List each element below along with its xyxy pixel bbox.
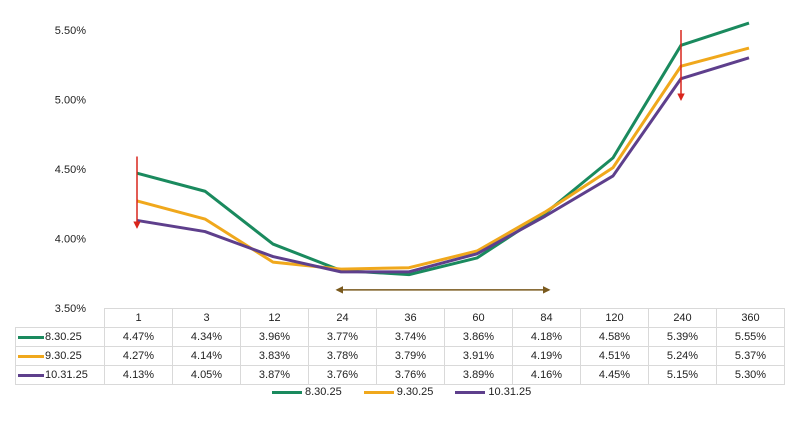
table-header-cell: 1	[104, 308, 173, 328]
table-row: 10.31.25 4.13% 4.05% 3.87% 3.76% 3.76% 3.89% 4.…	[15, 365, 785, 385]
table-cell: 4.45%	[580, 365, 649, 385]
series-swatch	[18, 335, 44, 339]
table-cell: 3.96%	[240, 327, 309, 347]
table-cell: 3.83%	[240, 346, 309, 366]
table-cell: 3.76%	[308, 365, 377, 385]
table-cell: 5.55%	[716, 327, 785, 347]
table-cell: 3.86%	[444, 327, 513, 347]
table-cell: 4.47%	[104, 327, 173, 347]
table-cell: 4.58%	[580, 327, 649, 347]
table-header-cell: 24	[308, 308, 377, 328]
series-name: 10.31.25	[45, 369, 88, 381]
legend-label: 10.31.25	[488, 386, 532, 398]
table-header-cell: 84	[512, 308, 581, 328]
table-cell: 4.34%	[172, 327, 241, 347]
legend-swatch	[272, 390, 302, 394]
table-cell: 3.87%	[240, 365, 309, 385]
y-tick-label: 5.00%	[55, 95, 86, 107]
table-header-cell: 360	[716, 308, 785, 328]
table-cell: 4.19%	[512, 346, 581, 366]
legend-item: 9.30.25	[363, 386, 434, 398]
table-cell: 3.74%	[376, 327, 445, 347]
y-tick-label: 5.50%	[55, 25, 86, 37]
table-cell: 4.27%	[104, 346, 173, 366]
table-header-cell: 240	[648, 308, 717, 328]
table-cell: 3.77%	[308, 327, 377, 347]
table-cell: 4.13%	[104, 365, 173, 385]
series-line-9.30.25	[136, 46, 750, 271]
y-tick-label: 4.00%	[55, 234, 86, 246]
table-cell: 5.24%	[648, 346, 717, 366]
series-label: 9.30.25	[15, 346, 105, 366]
series-name: 8.30.25	[45, 331, 82, 343]
table-header-cell: 36	[376, 308, 445, 328]
table-cell: 4.51%	[580, 346, 649, 366]
table-row: 9.30.25 4.27% 4.14% 3.83% 3.78% 3.79% 3.91% 4.1…	[15, 346, 785, 366]
series-label: 8.30.25	[15, 327, 105, 347]
table-cell: 3.76%	[376, 365, 445, 385]
table-cell: 3.78%	[308, 346, 377, 366]
table-header-cell: 120	[580, 308, 649, 328]
y-tick-label: 4.50%	[55, 164, 86, 176]
table-header-cell: 3	[172, 308, 241, 328]
series-line-10.31.25	[136, 56, 750, 274]
table-header-cell: 60	[444, 308, 513, 328]
legend-item: 8.30.25	[272, 386, 342, 398]
series-label: 10.31.25	[15, 365, 105, 385]
table-cell: 5.37%	[716, 346, 785, 366]
table-cell: 3.89%	[444, 365, 513, 385]
table-header-cell: 12	[240, 308, 309, 328]
legend-item: 10.31.25	[455, 386, 531, 398]
y-tick-label: 3.50%	[55, 303, 86, 315]
table-cell: 4.14%	[172, 346, 241, 366]
table-cell: 3.79%	[376, 346, 445, 366]
table-cell: 4.05%	[172, 365, 241, 385]
series-swatch	[18, 354, 44, 358]
series-swatch	[18, 373, 44, 377]
table-cell: 5.39%	[648, 327, 717, 347]
table-row: 8.30.25 4.47% 4.34% 3.96% 3.77% 3.74% 3.86% 4.1…	[15, 327, 785, 347]
table-cell: 4.16%	[512, 365, 581, 385]
legend-label: 8.30.25	[305, 386, 342, 398]
table-cell: 5.30%	[716, 365, 785, 385]
table-cell: 5.15%	[648, 365, 717, 385]
legend: 8.30.25 9.30.25 10.31.25	[272, 386, 531, 398]
table-header-row: 1 3 12 24 36 60 84 120 240 360	[16, 308, 785, 328]
series-name: 9.30.25	[45, 350, 82, 362]
legend-label: 9.30.25	[396, 386, 434, 398]
legend-swatch	[455, 390, 486, 394]
table-cell: 4.18%	[512, 327, 581, 347]
legend-swatch	[363, 390, 394, 394]
data-table: 1 3 12 24 36 60 84 120 240 360 8.30.25 4.47% 4.34% 3…	[15, 308, 785, 385]
series-line-8.30.25	[136, 21, 750, 277]
table-cell: 3.91%	[444, 346, 513, 366]
